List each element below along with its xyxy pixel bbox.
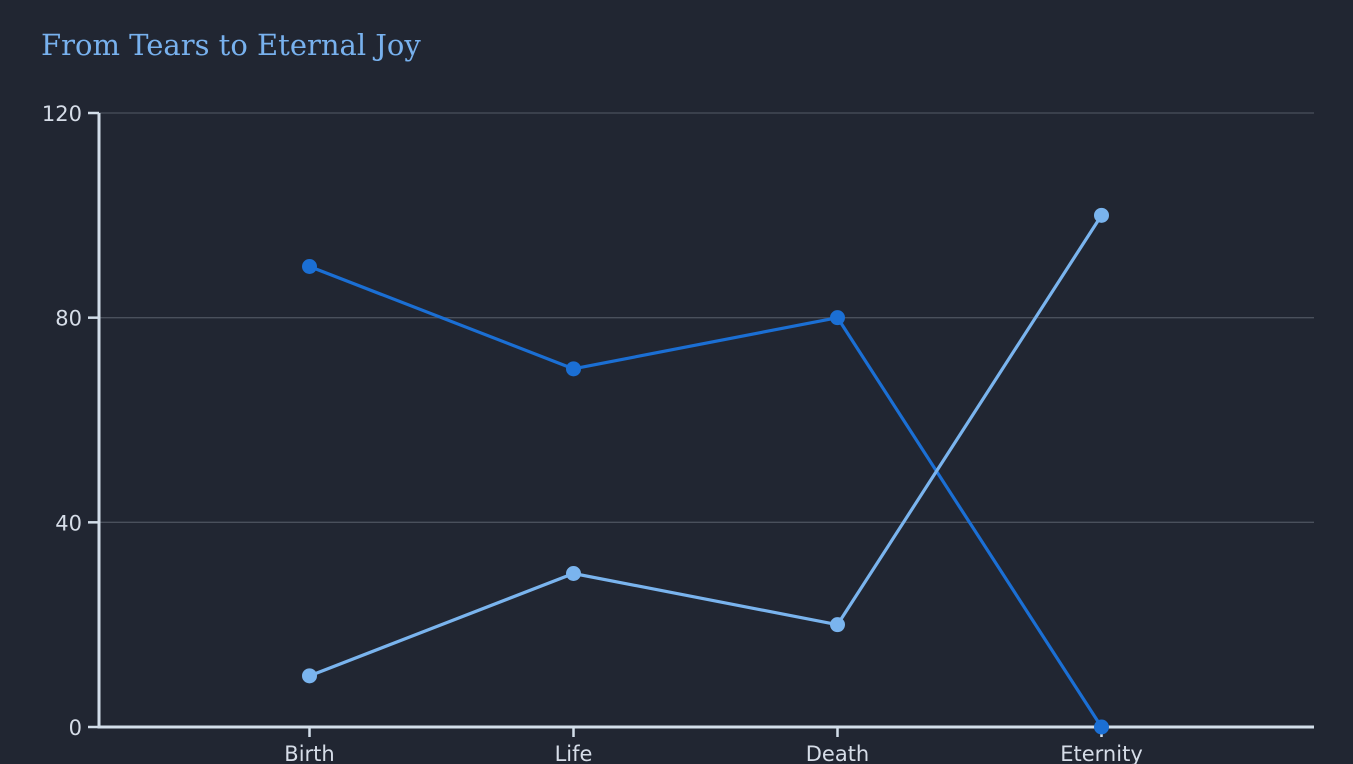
chart-title: From Tears to Eternal Joy	[41, 28, 421, 62]
series-2-point-eternity	[1094, 207, 1109, 223]
series-1-line	[308, 265, 1103, 728]
series-2-point-death	[830, 617, 845, 633]
y-tick-label-80: 80	[55, 307, 82, 331]
series-1-point-birth	[302, 259, 317, 274]
series-1-point-death	[830, 310, 845, 326]
series-1-point-life	[566, 361, 581, 377]
series-2-point-birth	[302, 668, 317, 684]
x-tick-label-birth: Birth	[284, 742, 334, 764]
series-2-point-life	[566, 566, 581, 581]
y-tick-label-0: 0	[69, 716, 82, 740]
y-tick-label-120: 120	[42, 102, 82, 126]
y-tick-label-40: 40	[55, 511, 82, 535]
series-2-line	[308, 214, 1103, 678]
x-tick-label-death: Death	[806, 742, 870, 764]
series-1-point-eternity	[1094, 719, 1109, 735]
x-tick-label-life: Life	[555, 742, 593, 764]
x-tick-label-eternity: Eternity	[1060, 742, 1143, 764]
